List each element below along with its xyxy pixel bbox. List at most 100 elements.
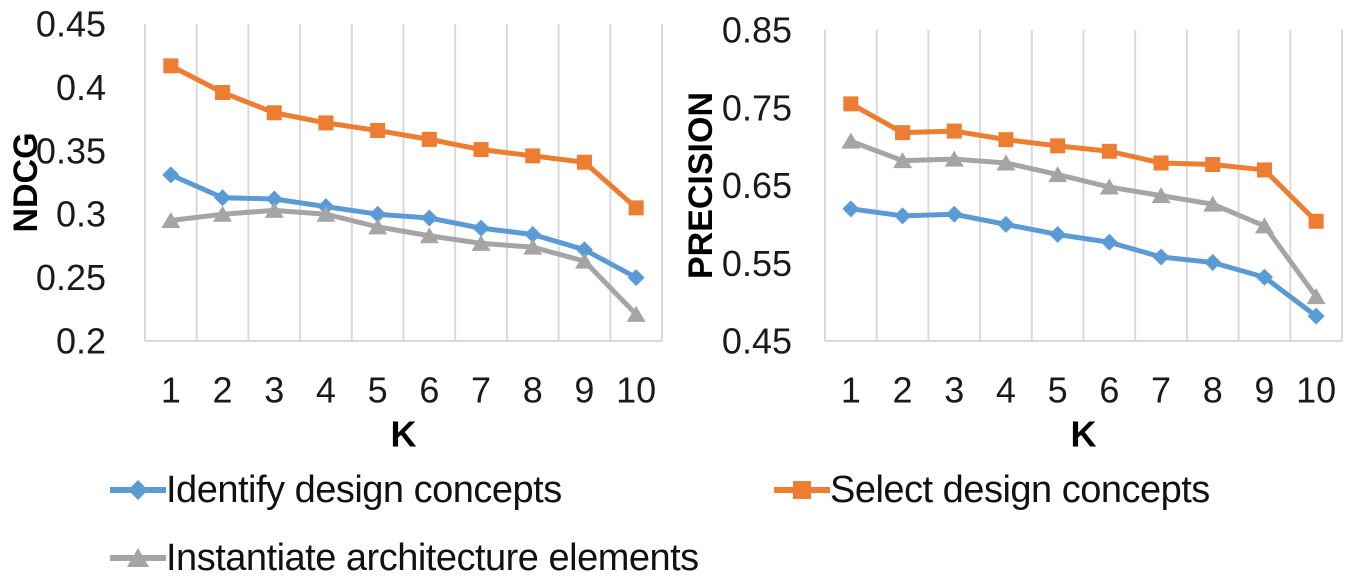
triangle-marker-icon	[574, 252, 594, 269]
x-axis-tick-label: 6	[419, 370, 439, 411]
triangle-marker-icon	[419, 227, 439, 244]
square-marker-icon	[946, 123, 962, 139]
diamond-marker-icon	[472, 219, 490, 237]
triangle-marker-icon	[1151, 187, 1171, 204]
gridlines	[144, 24, 663, 341]
square-marker-icon	[774, 481, 830, 499]
diamond-marker-icon	[945, 205, 963, 223]
triangle-marker-icon	[127, 548, 149, 567]
diamond-marker-icon	[162, 166, 180, 184]
legend-label: Select design concepts	[830, 469, 1210, 511]
series-square	[163, 58, 644, 216]
square-marker-icon	[1205, 157, 1221, 173]
legend-item-identify-design-concepts: Identify design concepts	[110, 468, 562, 512]
x-axis-tick-label: 9	[1254, 370, 1274, 411]
triangle-marker-icon	[471, 234, 491, 251]
x-axis-tick-label: 5	[1048, 370, 1068, 411]
series-diamond	[162, 166, 645, 287]
x-axis-tick-label: 10	[1296, 370, 1336, 411]
square-marker-icon	[163, 58, 179, 74]
square-marker-icon	[525, 148, 541, 164]
diamond-marker-icon	[369, 205, 387, 223]
y-axis-tick-label: 0.65	[722, 165, 792, 206]
y-axis-tick-label: 0.45	[36, 4, 106, 45]
x-axis-tick-label: 3	[944, 370, 964, 411]
y-axis-title: NDCG	[7, 132, 45, 232]
x-axis-tick-label: 10	[616, 370, 656, 411]
charts-canvas: 0.450.40.350.30.250.21 2 3 4 5 6 7 8 9 10KNDCG0.8…	[7, 4, 1343, 455]
y-axis-tick-label: 0.75	[722, 87, 792, 128]
x-axis-tick-label: 4	[996, 370, 1016, 411]
series-triangle	[161, 201, 646, 322]
triangle-marker-icon	[944, 150, 964, 167]
series-line	[168, 172, 639, 281]
y-axis-tick-label: 0.4	[56, 67, 106, 108]
diamond-marker-icon	[265, 190, 283, 208]
square-marker-icon	[1050, 138, 1066, 154]
ndcg-chart: 0.45 0.4 0.35 0.3 0.25 0.2 1 2 3 4 5 6 7 8 9 10 K NDCG	[7, 4, 663, 455]
series-square	[843, 96, 1324, 229]
x-axis-tick-label: 8	[1203, 370, 1223, 411]
diamond-marker-icon	[1049, 225, 1067, 243]
y-axis-tick-labels: 0.85 0.75 0.65 0.55 0.45	[722, 10, 792, 362]
triangle-marker-icon	[523, 238, 543, 255]
square-marker-icon	[998, 132, 1014, 148]
square-marker-icon	[1308, 213, 1324, 229]
triangle-marker-icon	[264, 201, 284, 218]
diamond-marker-icon	[894, 207, 912, 225]
triangle-marker-icon	[368, 218, 388, 235]
square-marker-icon	[421, 131, 437, 147]
y-axis-tick-label: 0.35	[36, 130, 106, 171]
square-marker-icon	[1101, 143, 1117, 159]
triangle-marker-icon	[626, 305, 646, 322]
x-axis-tick-label: 8	[523, 370, 543, 411]
diamond-marker-icon	[842, 200, 860, 218]
square-marker-icon	[318, 115, 334, 131]
diamond-marker-icon	[420, 209, 438, 227]
x-axis-tick-label: 3	[264, 370, 284, 411]
x-axis-tick-label: 9	[574, 370, 594, 411]
diamond-marker-icon	[627, 269, 645, 287]
series-line	[848, 101, 1319, 224]
square-marker-icon	[843, 96, 859, 112]
square-marker-icon	[1153, 155, 1169, 171]
square-marker-icon	[1256, 162, 1272, 178]
triangle-marker-icon	[996, 154, 1016, 171]
triangle-marker-icon	[1099, 178, 1119, 195]
x-axis-tick-label: 2	[213, 370, 233, 411]
triangle-marker-icon	[110, 548, 166, 567]
y-axis-tick-label: 0.2	[56, 321, 106, 362]
series-line	[168, 207, 639, 317]
legend-item-instantiate-architecture-elements: Instantiate architecture elements	[110, 536, 699, 580]
x-axis-tick-labels: 1 2 3 4 5 6 7 8 9 10	[841, 370, 1336, 411]
square-marker-icon	[215, 84, 231, 100]
triangle-marker-icon	[1254, 217, 1274, 234]
y-axis-title: PRECISION	[682, 92, 720, 279]
y-axis-tick-label: 0.25	[36, 257, 106, 298]
y-axis-tick-label: 0.85	[722, 10, 792, 51]
series-triangle	[841, 132, 1326, 305]
triangle-marker-icon	[1203, 195, 1223, 212]
diamond-marker-icon	[1204, 253, 1222, 271]
square-marker-icon	[628, 200, 644, 216]
diamond-marker-icon	[575, 241, 593, 259]
x-axis-title: K	[391, 414, 417, 455]
x-axis-tick-label: 5	[368, 370, 388, 411]
series-line	[848, 138, 1319, 300]
y-axis-tick-label: 0.55	[722, 243, 792, 284]
x-axis-tick-label: 7	[1151, 370, 1171, 411]
series-line	[848, 206, 1319, 319]
gridlines	[824, 30, 1343, 341]
y-axis-tick-label: 0.45	[722, 321, 792, 362]
legend-item-select-design-concepts: Select design concepts	[774, 468, 1210, 512]
triangle-marker-icon	[1048, 166, 1068, 183]
legend-label: Instantiate architecture elements	[166, 537, 699, 579]
triangle-marker-icon	[316, 205, 336, 222]
diamond-marker-icon	[1100, 233, 1118, 251]
diamond-marker-icon	[1255, 268, 1273, 286]
triangle-marker-icon	[1306, 288, 1326, 305]
x-axis-tick-label: 7	[471, 370, 491, 411]
diamond-marker-icon	[1152, 248, 1170, 266]
x-axis-tick-label: 2	[893, 370, 913, 411]
diamond-marker-icon	[1307, 307, 1325, 325]
